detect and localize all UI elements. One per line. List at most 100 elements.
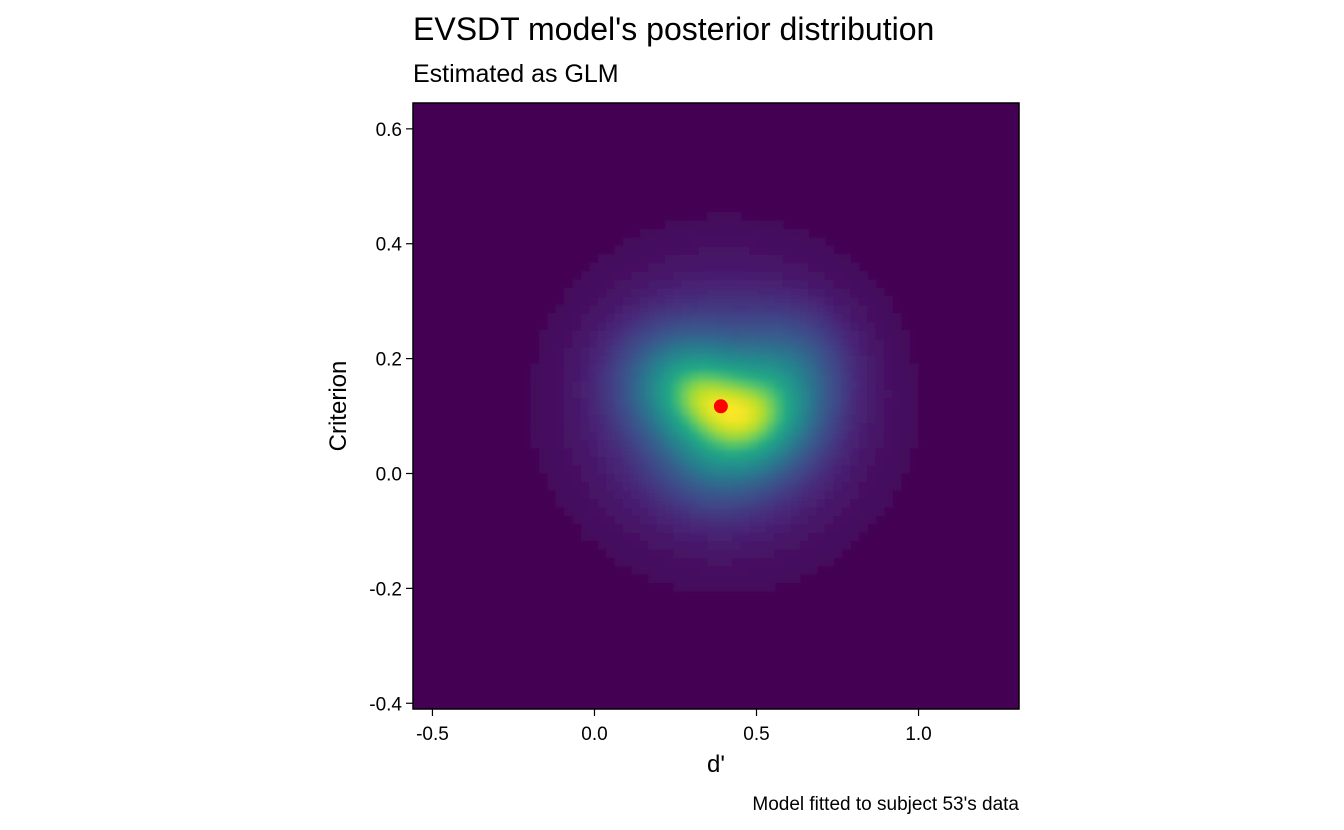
- density-cell: [892, 321, 902, 331]
- density-cell: [665, 506, 675, 516]
- density-cell: [766, 371, 776, 382]
- density-cell: [665, 548, 675, 558]
- density-cell: [749, 506, 759, 516]
- density-cell: [589, 531, 599, 542]
- density-cell: [833, 413, 843, 424]
- density-cell: [757, 506, 767, 516]
- density-cell: [723, 338, 734, 348]
- density-cell: [622, 489, 633, 500]
- density-cell: [723, 262, 734, 272]
- density-cell: [816, 388, 826, 399]
- density-cell: [690, 573, 700, 584]
- density-cell: [698, 456, 709, 466]
- density-cell: [808, 380, 818, 390]
- density-cell: [707, 279, 717, 289]
- density-cell: [757, 540, 767, 550]
- density-cell: [597, 254, 608, 264]
- density-cell: [681, 254, 692, 264]
- density-cell: [707, 540, 717, 550]
- density-cell: [766, 489, 776, 500]
- density-cell: [723, 220, 734, 230]
- density-cell: [648, 262, 658, 272]
- x-tick-label: 0.5: [743, 724, 769, 745]
- density-cell: [572, 329, 582, 340]
- density-cell: [757, 371, 767, 382]
- density-cell: [799, 430, 810, 441]
- density-cell: [614, 397, 624, 407]
- density-cell: [740, 506, 751, 516]
- density-cell: [757, 413, 767, 424]
- density-cell: [723, 523, 734, 533]
- density-cell: [698, 380, 709, 390]
- density-cell: [614, 498, 624, 508]
- density-cell: [547, 481, 557, 491]
- density-cell: [606, 481, 616, 491]
- density-cell: [749, 220, 759, 230]
- density-cell: [639, 557, 650, 567]
- density-cell: [631, 405, 641, 415]
- density-cell: [858, 304, 868, 314]
- density-cell: [875, 321, 885, 331]
- density-cell: [656, 565, 666, 575]
- density-cell: [808, 262, 818, 272]
- density-cell: [850, 430, 860, 441]
- density-cell: [580, 270, 591, 281]
- density-cell: [538, 338, 549, 348]
- density-cell: [614, 472, 624, 483]
- density-cell: [681, 270, 692, 281]
- chart-title: EVSDT model's posterior distribution: [413, 11, 934, 47]
- density-cell: [875, 439, 885, 449]
- density-cell: [850, 304, 860, 314]
- density-cell: [774, 413, 784, 424]
- density-cell: [698, 481, 709, 491]
- density-cell: [749, 380, 759, 390]
- density-cell: [824, 557, 835, 567]
- density-cell: [698, 296, 709, 306]
- density-cell: [841, 439, 852, 449]
- density-cell: [749, 447, 759, 457]
- density-cell: [875, 355, 885, 365]
- density-cell: [606, 312, 616, 323]
- density-cell: [614, 321, 624, 331]
- density-cell: [673, 430, 683, 441]
- density-cell: [892, 397, 902, 407]
- density-cell: [782, 489, 793, 500]
- density-cell: [723, 413, 734, 424]
- density-cell: [606, 388, 616, 399]
- density-cell: [833, 254, 843, 264]
- density-cell: [732, 338, 742, 348]
- density-cell: [665, 447, 675, 457]
- density-cell: [698, 254, 709, 264]
- density-cell: [564, 329, 574, 340]
- density-cell: [564, 363, 574, 373]
- density-cell: [824, 312, 835, 323]
- density-cell: [782, 514, 793, 525]
- density-cell: [850, 397, 860, 407]
- density-cell: [648, 413, 658, 424]
- density-cell: [631, 397, 641, 407]
- density-cell: [732, 312, 742, 323]
- density-cell: [791, 338, 801, 348]
- density-cell: [841, 254, 852, 264]
- density-cell: [867, 346, 877, 356]
- density-cell: [791, 422, 801, 432]
- density-cell: [749, 422, 759, 432]
- density-cell: [580, 514, 591, 525]
- density-cell: [824, 456, 835, 466]
- density-cell: [782, 413, 793, 424]
- density-cell: [766, 270, 776, 281]
- density-cell: [833, 380, 843, 390]
- density-cell: [816, 430, 826, 441]
- density-cell: [555, 380, 565, 390]
- density-cell: [816, 371, 826, 382]
- density-cell: [673, 464, 683, 474]
- density-cell: [766, 531, 776, 542]
- density-cell: [589, 413, 599, 424]
- density-cell: [833, 439, 843, 449]
- density-cell: [841, 262, 852, 272]
- density-cell: [555, 304, 565, 314]
- density-cell: [564, 405, 574, 415]
- density-cell: [883, 481, 894, 491]
- density-cell: [673, 220, 683, 230]
- density-cell: [766, 548, 776, 558]
